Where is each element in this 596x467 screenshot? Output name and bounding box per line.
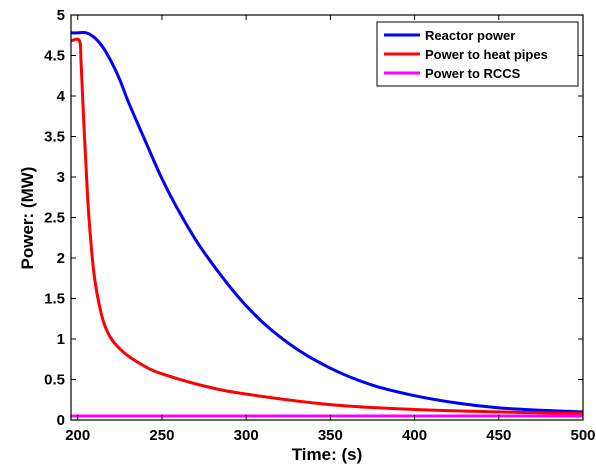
y-tick-label: 4: [57, 88, 66, 105]
y-axis-label: Power: (MW): [18, 167, 37, 270]
legend-entry: Reactor power: [425, 28, 515, 43]
y-tick-label: 0.5: [44, 372, 65, 389]
x-tick-label: 200: [65, 427, 90, 444]
y-tick-label: 3: [57, 169, 65, 186]
x-axis-ticks: 200 250 300 350 400 450 500: [65, 15, 596, 444]
x-tick-label: 450: [486, 427, 511, 444]
y-tick-label: 2.5: [44, 210, 65, 227]
y-tick-label: 1: [57, 331, 65, 348]
x-tick-label: 350: [318, 427, 343, 444]
x-tick-label: 400: [402, 427, 427, 444]
y-tick-label: 5: [57, 7, 65, 24]
y-tick-label: 2: [57, 250, 65, 267]
legend: Reactor power Power to heat pipes Power to…: [376, 21, 579, 87]
y-tick-label: 1.5: [44, 291, 65, 308]
y-tick-label: 0: [57, 412, 65, 429]
legend-entry: Power to heat pipes: [425, 47, 548, 62]
x-tick-label: 250: [149, 427, 174, 444]
x-tick-label: 300: [234, 427, 259, 444]
series-line-2: [70, 37, 584, 416]
legend-entry: Power to RCCS: [425, 66, 521, 81]
y-tick-label: 3.5: [44, 129, 65, 146]
y-axis-ticks: 0 0.5 1 1.5 2 2.5 3 3.5 4 4.5 5: [44, 7, 583, 429]
x-tick-label: 500: [570, 427, 595, 444]
y-tick-label: 4.5: [44, 48, 65, 65]
series-line-1: [71, 30, 584, 414]
x-axis-label: Time: (s): [292, 445, 363, 464]
plot-frame: [70, 14, 584, 421]
series-layer: [70, 30, 584, 418]
